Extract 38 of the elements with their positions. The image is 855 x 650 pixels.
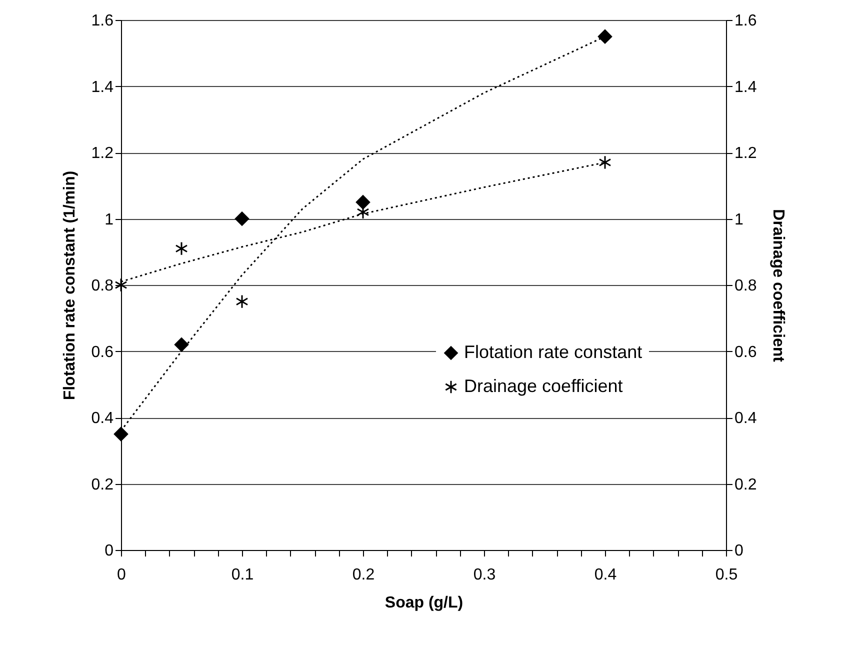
y-tick-label: 0.6 <box>91 344 114 361</box>
point <box>174 338 189 352</box>
x-tick-label: 0 <box>117 566 126 584</box>
y2-tick-label: 0 <box>734 542 744 560</box>
x-tick-label: 0.3 <box>473 566 496 584</box>
point <box>598 155 612 170</box>
legend-label: Flotation rate constant <box>464 342 642 362</box>
x-axis-title: Soap (g/L) <box>384 594 464 612</box>
y-axis-title: Flotation rate constant (1/min) <box>61 170 78 400</box>
y2-tick-label: 0.2 <box>734 476 757 494</box>
y2-tick-label: 1.4 <box>734 78 757 96</box>
point <box>598 29 612 44</box>
y-tick-label: 1.2 <box>91 145 114 162</box>
point <box>114 426 128 442</box>
y2-tick-label: 1 <box>734 211 744 228</box>
x-tick-label: 0.2 <box>352 566 375 584</box>
x-tick-label: 0.4 <box>594 566 617 584</box>
y2-tick-label: 1.2 <box>734 145 757 162</box>
y2-tick-label: 1.6 <box>734 12 757 30</box>
point <box>114 278 128 292</box>
y-tick-label: 0 <box>104 542 114 560</box>
y2-tick-label: 0.8 <box>734 278 757 294</box>
point <box>356 195 370 210</box>
y2-tick-label: 0.6 <box>734 344 757 361</box>
point <box>175 241 188 256</box>
x-tick-label: 0.5 <box>715 566 738 584</box>
x-tick-label: 0.1 <box>231 566 254 584</box>
y-tick-label: 0.4 <box>91 410 114 427</box>
point <box>234 212 250 226</box>
y-tick-label: 1 <box>104 211 114 228</box>
y-tick-label: 0.2 <box>91 476 114 494</box>
y-tick-label: 0.8 <box>91 278 114 294</box>
y2-tick-label: 0.4 <box>734 410 757 427</box>
y-tick-label: 1.6 <box>91 12 114 30</box>
point <box>236 294 248 309</box>
legend-label: Drainage coefficient <box>464 376 623 396</box>
y2-axis-title: Drainage coefficient <box>770 209 787 363</box>
y-tick-label: 1.4 <box>91 78 114 96</box>
